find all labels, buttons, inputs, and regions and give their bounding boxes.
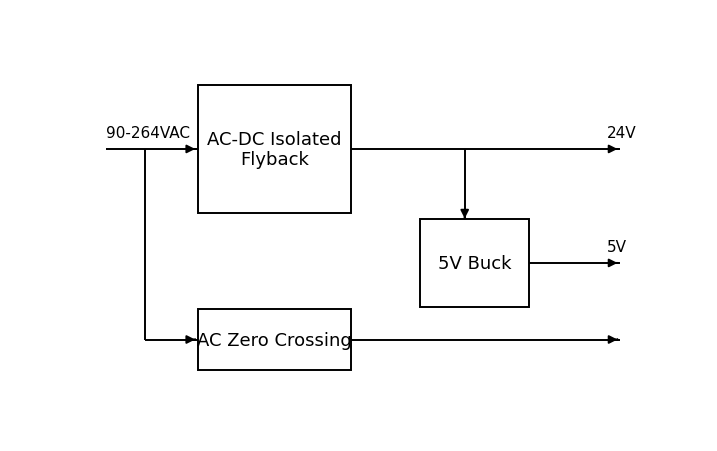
Text: 5V Buck: 5V Buck	[437, 254, 511, 272]
Text: 5V: 5V	[607, 239, 627, 255]
Text: 90-264VAC: 90-264VAC	[106, 126, 190, 141]
Bar	[198, 85, 351, 214]
Text: AC-DC Isolated
Flyback: AC-DC Isolated Flyback	[207, 130, 341, 169]
Bar	[198, 309, 351, 370]
Bar	[420, 219, 528, 308]
Text: AC Zero Crossing: AC Zero Crossing	[197, 331, 352, 349]
Text: 24V: 24V	[607, 126, 636, 141]
